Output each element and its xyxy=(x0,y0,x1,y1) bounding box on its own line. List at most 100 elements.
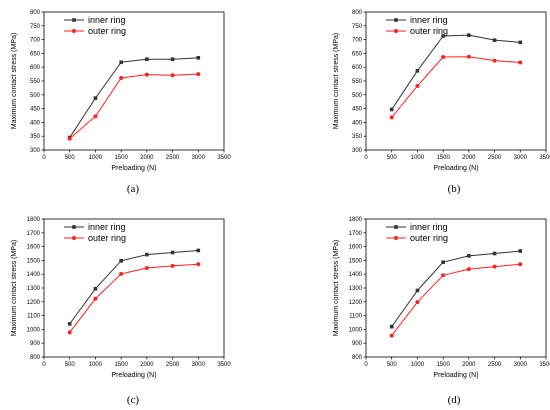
y-tick-label: 1600 xyxy=(349,245,363,251)
y-tick-label: 400 xyxy=(352,120,363,126)
data-point xyxy=(93,114,98,119)
x-tick-label: 2500 xyxy=(488,155,502,161)
y-tick-label: 550 xyxy=(30,79,41,85)
legend-label: inner ring xyxy=(410,15,448,25)
y-tick-label: 750 xyxy=(352,24,363,30)
data-point xyxy=(389,333,394,338)
x-tick-label: 1500 xyxy=(436,155,450,161)
data-point xyxy=(196,262,201,267)
y-tick-label: 1800 xyxy=(27,217,41,223)
y-tick-label: 1600 xyxy=(27,245,41,251)
data-point xyxy=(441,260,445,264)
x-tick-label: 3500 xyxy=(539,362,550,368)
y-tick-label: 1500 xyxy=(349,258,363,264)
x-tick-label: 1000 xyxy=(89,155,103,161)
legend-label: outer ring xyxy=(410,26,448,36)
data-point xyxy=(415,288,420,293)
series-line-1 xyxy=(391,250,521,327)
x-tick-label: 1500 xyxy=(114,362,128,368)
y-tick-label: 1100 xyxy=(27,314,41,320)
chart-panel-2: 0 500 1000 1500 2000 2500 3000 3500 300 350 400 450… xyxy=(333,10,550,195)
data-point xyxy=(93,296,98,301)
x-tick-label: 3500 xyxy=(217,362,231,368)
y-tick-label: 1400 xyxy=(349,272,363,278)
data-point xyxy=(467,33,471,37)
data-point xyxy=(441,273,446,278)
x-tick-label: 1500 xyxy=(114,155,128,161)
x-tick-label: 2000 xyxy=(140,362,154,368)
data-point xyxy=(467,254,471,258)
legend-swatch-marker xyxy=(72,29,76,33)
x-tick-label: 500 xyxy=(387,362,398,368)
panel-caption: (d) xyxy=(448,394,461,406)
y-axis-label: Maximum contact stress (MPa) xyxy=(333,33,340,129)
x-tick-label: 1500 xyxy=(436,362,450,368)
x-tick-label: 1000 xyxy=(411,155,425,161)
y-tick-label: 650 xyxy=(30,51,41,57)
data-point xyxy=(145,57,149,61)
y-tick-label: 450 xyxy=(30,107,41,113)
data-point xyxy=(492,58,497,63)
data-point xyxy=(170,73,175,78)
series-line-2 xyxy=(391,56,521,118)
x-tick-label: 3000 xyxy=(192,155,206,161)
data-point xyxy=(145,252,149,257)
data-point xyxy=(492,38,497,42)
data-point xyxy=(119,75,124,80)
y-tick-label: 1400 xyxy=(27,272,41,278)
panel-caption: (b) xyxy=(448,183,461,195)
data-point xyxy=(466,54,471,59)
y-tick-label: 1200 xyxy=(27,300,41,306)
y-tick-label: 1200 xyxy=(349,300,363,306)
y-tick-label: 450 xyxy=(352,107,363,113)
x-tick-label: 3500 xyxy=(539,155,550,161)
legend-swatch-marker xyxy=(394,29,398,33)
data-point xyxy=(441,54,446,59)
data-point xyxy=(119,259,123,263)
y-tick-label: 1500 xyxy=(27,258,41,264)
x-tick-label: 3000 xyxy=(514,155,528,161)
y-axis-label: Maximum contact stress (MPa) xyxy=(333,240,340,336)
x-tick-label: 2500 xyxy=(488,362,502,368)
data-point xyxy=(144,72,149,77)
y-tick-label: 1000 xyxy=(27,327,41,333)
x-tick-label: 500 xyxy=(387,155,398,161)
legend-label: outer ring xyxy=(88,26,126,36)
plot-frame xyxy=(43,218,225,358)
y-tick-label: 750 xyxy=(30,24,41,30)
legend-swatch-marker xyxy=(72,236,76,240)
x-tick-label: 3000 xyxy=(192,362,206,368)
x-tick-label: 500 xyxy=(65,362,76,368)
y-tick-label: 600 xyxy=(352,65,363,71)
chart-panel-4: 0 500 1000 1500 2000 2500 3000 3500 800 900 1000 11… xyxy=(333,217,550,406)
data-point xyxy=(196,248,201,253)
y-tick-label: 700 xyxy=(30,38,41,44)
y-tick-label: 800 xyxy=(30,10,41,16)
series-line-2 xyxy=(69,73,199,140)
legend-swatch-marker xyxy=(394,236,398,240)
y-tick-label: 600 xyxy=(30,65,41,71)
x-tick-label: 0 xyxy=(42,155,46,161)
legend-swatch-marker xyxy=(394,18,398,22)
data-point xyxy=(144,265,149,270)
data-point xyxy=(518,60,523,65)
data-point xyxy=(119,60,123,65)
x-tick-label: 2000 xyxy=(462,362,476,368)
legend-swatch-marker xyxy=(394,225,398,229)
data-point xyxy=(518,262,523,267)
x-axis-label: Preloading (N) xyxy=(433,372,478,379)
y-tick-label: 800 xyxy=(352,10,363,16)
series-line-1 xyxy=(69,57,199,138)
y-tick-label: 900 xyxy=(30,341,41,347)
plot-frame xyxy=(365,11,547,151)
chart-panel-1: 0 500 1000 1500 2000 2500 3000 3500 300 350 400 450… xyxy=(11,10,231,195)
x-tick-label: 3500 xyxy=(217,155,231,161)
data-point xyxy=(93,286,98,291)
legend-swatch-marker xyxy=(72,18,76,22)
y-tick-label: 300 xyxy=(352,148,363,154)
x-tick-label: 3000 xyxy=(514,362,528,368)
x-tick-label: 500 xyxy=(65,155,76,161)
x-axis-label: Preloading (N) xyxy=(433,165,478,172)
data-point xyxy=(518,40,523,45)
